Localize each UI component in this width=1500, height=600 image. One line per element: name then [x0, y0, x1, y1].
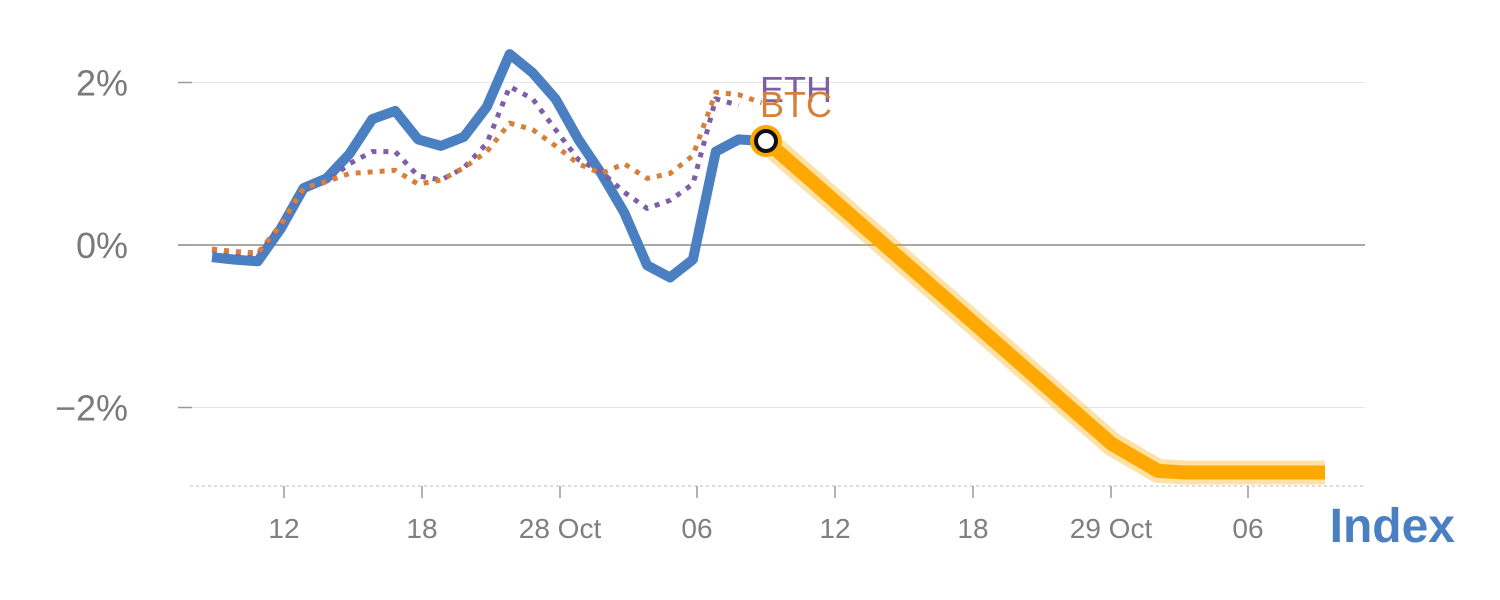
grid-lines: [178, 82, 1365, 408]
series-label-eth: ETH: [760, 69, 832, 110]
y-axis: 2% 0% −2%: [55, 63, 192, 429]
index-line: [211, 49, 762, 283]
y-tick-label: 0%: [76, 225, 128, 266]
marker-point: [754, 129, 778, 153]
y-tick-label: 2%: [76, 63, 128, 104]
projection-glow: [758, 131, 1325, 485]
x-axis: 12 18 28 Oct 06 12 18 29 Oct 06: [190, 485, 1365, 544]
eth-line: [211, 84, 740, 258]
x-tick-label: 12: [819, 513, 850, 544]
x-tick-label: 18: [406, 513, 437, 544]
projection-line: [761, 135, 1325, 480]
series-layer: [211, 49, 1325, 485]
chart-title: Index: [1330, 500, 1456, 553]
x-tick-label: 18: [957, 513, 988, 544]
btc-line: [211, 89, 763, 256]
x-tick-label: 06: [1232, 513, 1263, 544]
x-tick-label: 29 Oct: [1070, 513, 1153, 544]
x-tick-label: 12: [268, 513, 299, 544]
marker-layer: [750, 125, 782, 157]
x-tick-label: 06: [681, 513, 712, 544]
x-tick-label: 28 Oct: [519, 513, 602, 544]
series-label-btc: BTC: [760, 84, 832, 125]
y-tick-label: −2%: [55, 388, 128, 429]
